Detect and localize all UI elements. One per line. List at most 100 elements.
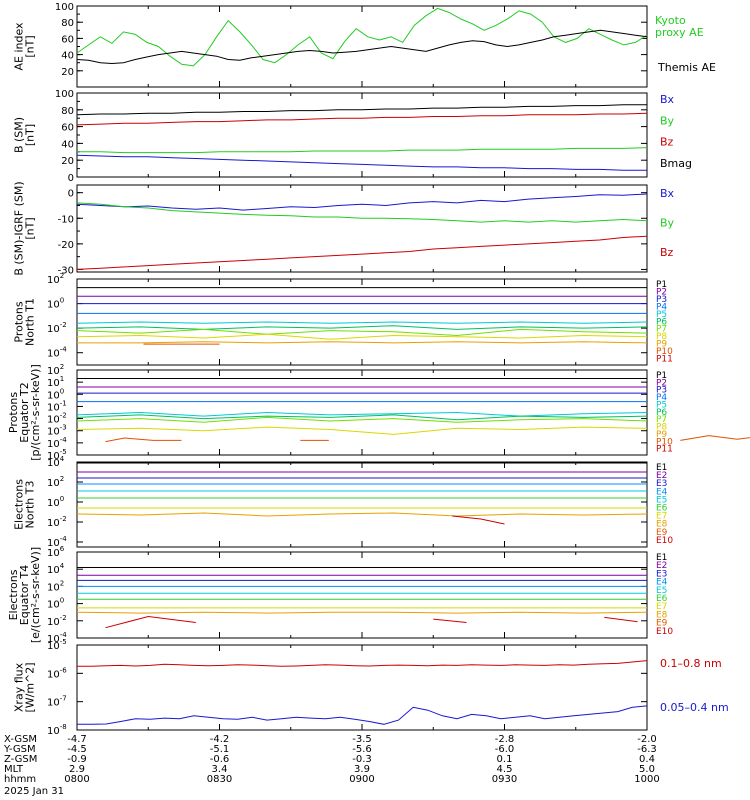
legend-3-9: P10 (656, 347, 673, 357)
ytick-label-7-3: 10-5 (47, 638, 67, 652)
series-line-1-Bz (76, 112, 648, 126)
axis-row-value-1-2: -5.6 (352, 744, 372, 755)
axis-row-value-0-3: -2.8 (495, 734, 515, 745)
legend-6-4: E5 (656, 586, 667, 596)
legend-3-5: P6 (656, 317, 667, 327)
ytick-label-5-3: 102 (47, 475, 64, 489)
legend-6-9: E10 (656, 627, 673, 637)
series-fragment-6-0 (105, 615, 196, 629)
axis-row-label-1: Y-GSM (3, 744, 36, 755)
ytick-label-6-1: 10-2 (47, 614, 67, 628)
legend-4-10: P11 (656, 445, 673, 455)
ytick-label-5-2: 100 (47, 495, 64, 509)
series-line-2-By (76, 202, 648, 223)
ylabel-7: Xray flux[W/m^2] (13, 662, 37, 712)
axis-row-value-2-1: -0.6 (210, 754, 230, 765)
legend-6-3: E4 (656, 578, 668, 588)
axis-row-value-3-3: 4.5 (497, 764, 513, 775)
legend-5-0: E1 (656, 463, 667, 473)
axis-row-value-4-4: 1000 (634, 774, 659, 785)
axis-row-value-2-2: -0.3 (352, 754, 372, 765)
axis-row-value-0-2: -3.5 (352, 734, 372, 745)
ytick-label-7-1: 10-7 (47, 695, 67, 709)
series-fragment-5-0 (452, 515, 505, 525)
legend-6-1: E2 (656, 561, 667, 571)
series-line-0-Kyoto-proxy-AE (76, 7, 648, 67)
legend-5-3: E4 (656, 487, 668, 497)
legend-4-6: P7 (656, 415, 667, 425)
ytick-label-6-4: 104 (47, 562, 65, 576)
axis-row-value-0-4: -2.0 (637, 734, 657, 745)
panel-frame-6 (76, 551, 648, 639)
axis-row-label-4: hhmm (4, 774, 36, 785)
legend-5-5: E6 (656, 504, 668, 514)
legend-3-8: P9 (656, 340, 667, 350)
legend-4-3: P4 (656, 393, 667, 403)
series-line-3-P7 (76, 328, 648, 337)
axis-row-label-0: X-GSM (4, 734, 37, 745)
ytick-label-2-2: -10 (58, 214, 74, 225)
axis-row-value-3-4: 5.0 (639, 764, 655, 775)
ytick-label-3-3: 102 (47, 272, 64, 286)
axis-date: 2025 Jan 31 (4, 786, 64, 797)
legend-5-7: E8 (656, 520, 668, 530)
series-line-2-Bz (76, 235, 648, 270)
ytick-label-6-5: 106 (47, 545, 65, 559)
legend-7-0: 0.1–0.8 nm (660, 657, 722, 670)
series-line-6-E8 (76, 611, 648, 614)
legend-5-1: E2 (656, 471, 667, 481)
legend-3-1: P2 (656, 287, 667, 297)
legend-6-0: E1 (656, 553, 667, 563)
legend-6-5: E6 (656, 594, 668, 604)
ytick-label-2-3: 0 (68, 189, 74, 200)
ytick-label-6-3: 102 (47, 579, 64, 593)
axis-row-value-1-4: -6.3 (637, 744, 657, 755)
axis-row-value-3-0: 2.9 (69, 764, 85, 775)
axis-row-value-4-0: 0800 (64, 774, 89, 785)
series-line-7-0-1-0-8-nm (77, 660, 648, 667)
axis-row-value-4-3: 0930 (492, 774, 517, 785)
legend-5-8: E9 (656, 528, 668, 538)
ytick-label-1-1: 20 (61, 156, 74, 167)
legend-3-6: P7 (656, 325, 667, 335)
ytick-label-3-1: 10-2 (47, 321, 67, 335)
axis-row-label-2: Z-GSM (4, 754, 37, 765)
axis-row-value-4-2: 0900 (349, 774, 374, 785)
legend-3-4: P5 (656, 310, 667, 320)
axis-row-label-3: MLT (4, 764, 24, 775)
legend-4-2: P3 (656, 386, 667, 396)
legend-2-2: Bz (660, 246, 674, 259)
legend-0-1: Themis AE (657, 61, 716, 74)
ylabel-0: AE index[nT] (13, 22, 37, 71)
ytick-label-6-2: 100 (47, 597, 64, 611)
ytick-label-2-1: -20 (58, 240, 74, 251)
legend-7-1: 0.05–0.4 nm (660, 701, 729, 714)
axis-row-value-3-1: 3.4 (212, 764, 228, 775)
series-line-3-P6 (76, 325, 648, 330)
legend-5-6: E7 (656, 512, 667, 522)
legend-1-1: By (660, 114, 675, 127)
ylabel-5: ElectronsNorth T3 (13, 479, 37, 530)
ytick-label-3-2: 100 (47, 297, 64, 311)
series-line-1-Bx (76, 154, 647, 171)
ytick-label-5-4: 104 (47, 455, 65, 469)
ytick-label-1-2: 40 (61, 139, 74, 150)
ytick-label-2-0: -30 (58, 265, 74, 276)
panel-frame-5 (76, 461, 648, 548)
axis-row-value-1-1: -5.1 (210, 744, 230, 755)
legend-1-2: Bz (660, 136, 674, 149)
series-fragment-6-1 (433, 618, 467, 623)
ylabel-2: B (SM)-IGRF (SM)[nT] (13, 181, 37, 275)
axis-row-value-2-0: -0.9 (67, 754, 87, 765)
series-line-3-P5 (76, 321, 648, 324)
axis-row-value-2-3: 0.1 (497, 754, 513, 765)
panel-frame-0 (76, 5, 648, 88)
ytick-label-5-1: 10-2 (47, 515, 67, 529)
legend-3-2: P3 (656, 295, 667, 305)
legend-0-0: Kyoto (655, 14, 686, 27)
legend-3-0: P1 (656, 280, 667, 290)
axis-row-value-0-0: -4.7 (67, 734, 87, 745)
legend-4-5: P6 (656, 408, 667, 418)
ytick-label-5-0: 10-4 (47, 535, 67, 549)
